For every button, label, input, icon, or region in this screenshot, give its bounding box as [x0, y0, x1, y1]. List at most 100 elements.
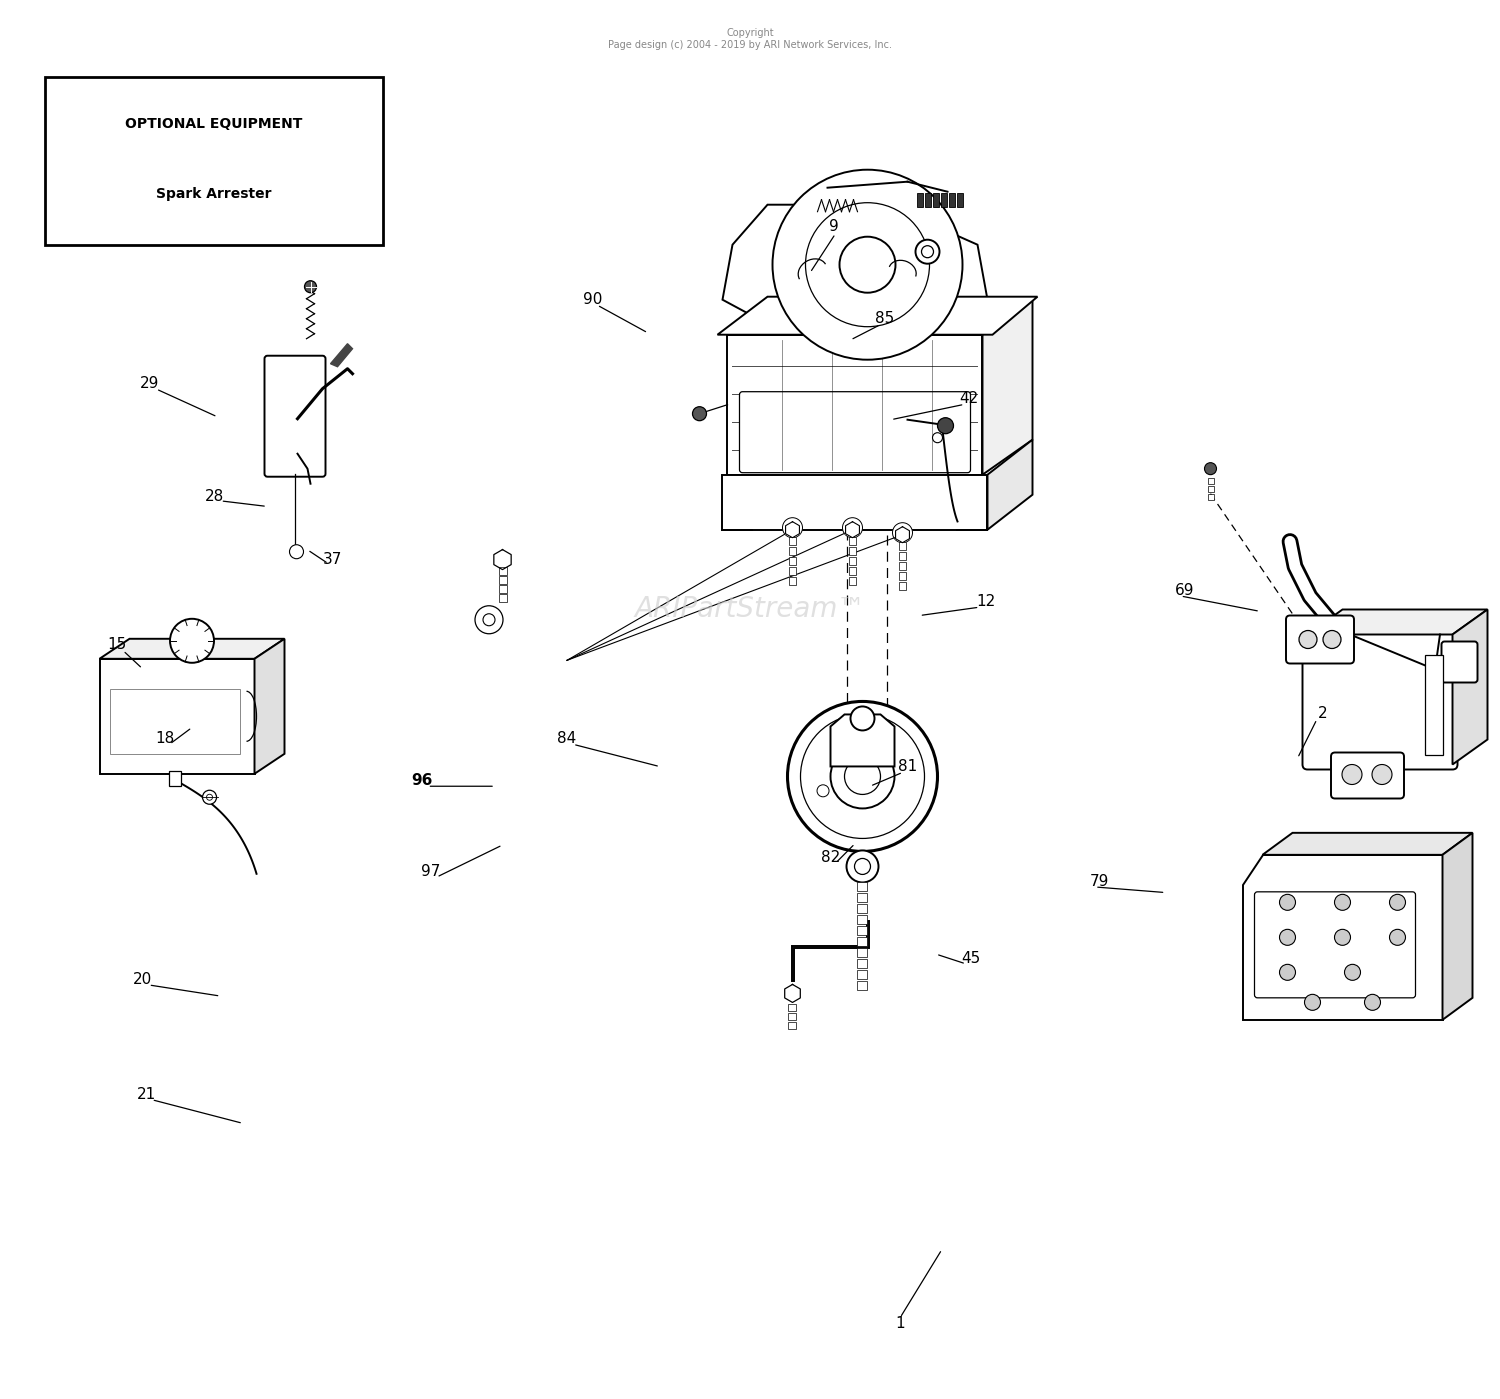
- Bar: [789, 1013, 796, 1020]
- Text: 42: 42: [960, 392, 978, 406]
- Circle shape: [772, 169, 963, 360]
- Bar: [926, 193, 932, 207]
- Polygon shape: [728, 299, 1032, 334]
- Text: 45: 45: [962, 951, 980, 965]
- Bar: [849, 547, 856, 554]
- Circle shape: [1204, 463, 1216, 474]
- Bar: [110, 688, 240, 754]
- Bar: [789, 1004, 796, 1011]
- Circle shape: [290, 544, 303, 558]
- FancyBboxPatch shape: [740, 392, 970, 473]
- Circle shape: [831, 744, 894, 809]
- Circle shape: [938, 418, 954, 434]
- Polygon shape: [831, 715, 894, 767]
- Circle shape: [202, 790, 216, 804]
- Bar: [858, 915, 867, 925]
- Bar: [858, 894, 867, 902]
- Bar: [858, 883, 867, 891]
- Circle shape: [476, 606, 502, 634]
- Text: 97: 97: [422, 865, 440, 879]
- Circle shape: [843, 518, 862, 537]
- Text: 84: 84: [558, 732, 576, 746]
- Circle shape: [818, 785, 830, 797]
- Polygon shape: [792, 922, 870, 982]
- Circle shape: [788, 701, 938, 852]
- Bar: [789, 547, 796, 554]
- Circle shape: [878, 734, 890, 746]
- Circle shape: [844, 758, 880, 795]
- Bar: [858, 904, 867, 914]
- Circle shape: [693, 407, 706, 421]
- Circle shape: [933, 432, 942, 442]
- Polygon shape: [99, 639, 285, 659]
- Circle shape: [915, 239, 939, 263]
- Bar: [858, 982, 867, 990]
- Bar: [858, 960, 867, 968]
- Circle shape: [1280, 964, 1296, 981]
- Circle shape: [892, 523, 912, 543]
- FancyBboxPatch shape: [1302, 630, 1458, 769]
- Circle shape: [840, 236, 896, 292]
- Circle shape: [921, 246, 933, 257]
- Circle shape: [1280, 894, 1296, 911]
- Bar: [918, 193, 924, 207]
- Text: 37: 37: [324, 553, 342, 567]
- Polygon shape: [330, 344, 352, 367]
- Text: 81: 81: [898, 760, 916, 774]
- Text: 90: 90: [584, 292, 602, 306]
- Polygon shape: [987, 439, 1032, 530]
- Bar: [898, 582, 906, 590]
- Bar: [789, 537, 796, 544]
- Bar: [933, 193, 939, 207]
- Bar: [858, 949, 867, 957]
- Bar: [498, 567, 507, 575]
- Text: Copyright
Page design (c) 2004 - 2019 by ARI Network Services, Inc.: Copyright Page design (c) 2004 - 2019 by…: [608, 28, 892, 50]
- Bar: [498, 575, 507, 583]
- Bar: [898, 572, 906, 579]
- Polygon shape: [1443, 832, 1473, 1020]
- Polygon shape: [717, 297, 1038, 334]
- Text: 29: 29: [141, 376, 159, 390]
- Polygon shape: [784, 985, 801, 1003]
- Polygon shape: [255, 639, 285, 774]
- Polygon shape: [728, 334, 982, 474]
- Bar: [789, 557, 796, 565]
- Text: 1: 1: [896, 1316, 904, 1330]
- Circle shape: [1280, 929, 1296, 946]
- Bar: [957, 193, 963, 207]
- Text: Spark Arrester: Spark Arrester: [156, 187, 272, 201]
- FancyBboxPatch shape: [1330, 753, 1404, 799]
- Bar: [498, 585, 507, 593]
- Circle shape: [806, 203, 930, 327]
- Circle shape: [846, 851, 879, 883]
- Text: 18: 18: [156, 732, 174, 746]
- Circle shape: [1299, 631, 1317, 649]
- Circle shape: [1365, 995, 1380, 1010]
- Bar: [789, 567, 796, 575]
- Bar: [849, 576, 856, 585]
- Bar: [898, 551, 906, 560]
- Circle shape: [170, 618, 214, 663]
- Text: 2: 2: [1318, 706, 1328, 720]
- Text: 69: 69: [1176, 583, 1194, 597]
- Text: 28: 28: [206, 490, 224, 504]
- Text: OPTIONAL EQUIPMENT: OPTIONAL EQUIPMENT: [124, 118, 303, 132]
- Text: 21: 21: [138, 1087, 156, 1101]
- Circle shape: [483, 614, 495, 625]
- Bar: [898, 562, 906, 569]
- Bar: [1208, 485, 1214, 491]
- Bar: [849, 557, 856, 565]
- Circle shape: [1372, 764, 1392, 785]
- Polygon shape: [982, 299, 1032, 474]
- Polygon shape: [846, 522, 859, 537]
- Text: 85: 85: [876, 312, 894, 326]
- Circle shape: [1389, 894, 1406, 911]
- Circle shape: [850, 706, 874, 730]
- Bar: [45, 77, 382, 245]
- FancyBboxPatch shape: [264, 355, 326, 477]
- Text: 20: 20: [134, 972, 152, 986]
- Text: 12: 12: [976, 595, 994, 609]
- Polygon shape: [786, 522, 800, 537]
- Polygon shape: [1263, 832, 1473, 855]
- Polygon shape: [494, 550, 512, 569]
